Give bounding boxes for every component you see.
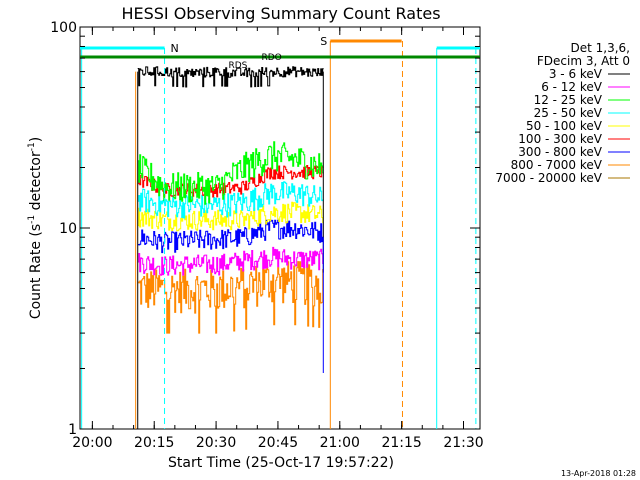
legend-entry-label: 300 - 800 keV (518, 145, 602, 159)
series-line-50-100-kev (137, 201, 324, 232)
night-label: N (171, 42, 179, 55)
y-tick-label: 100 (50, 20, 77, 36)
y-axis-label-mid: detector (28, 151, 44, 215)
series-layer (137, 66, 324, 429)
legend-entry-label: 100 - 300 keV (518, 132, 602, 146)
x-tick-label: 20:30 (196, 435, 236, 451)
x-tick-label: 21:15 (381, 435, 421, 451)
series-line-25-50-kev (137, 181, 324, 219)
y-axis-label-sup1: -1 (27, 215, 37, 224)
legend-entry-label: 7000 - 20000 keV (495, 171, 602, 185)
rds-label: RDS (228, 61, 247, 71)
x-tick-label: 20:15 (134, 435, 174, 451)
legend-entry-label: 50 - 100 keV (526, 119, 603, 133)
axis-layer: 20:00 20:15 20:30 20:45 21:00 21:15 21:30 1 10 10… (50, 20, 483, 451)
legend-entry-label: 25 - 50 keV (534, 106, 603, 120)
x-tick-label: 21:30 (443, 435, 483, 451)
series-line-6-12-kev (137, 246, 324, 276)
x-tick-label: 20:00 (72, 435, 112, 451)
legend-entry-label: 800 - 7000 keV (511, 158, 603, 172)
x-axis-label: Start Time (25-Oct-17 19:57:22) (168, 455, 394, 471)
series-line-100-300-kev (137, 165, 324, 198)
legend-entry-label: 12 - 25 keV (534, 93, 603, 107)
legend-header-detectors: Det 1,3,6, (571, 41, 631, 55)
annotation-layer: N S RDO RDS (80, 35, 480, 429)
x-tick-label: 20:45 (258, 435, 298, 451)
y-axis-label: Count Rate (s-1 detector-1) (27, 137, 44, 319)
y-tick-label: 1 (68, 422, 77, 438)
rdo-label: RDO (261, 53, 281, 63)
saa-label: S (320, 35, 327, 48)
y-axis-label-sup2: -1 (27, 142, 37, 151)
series-line-3-6-kev (137, 66, 324, 88)
legend-entry-label: 3 - 6 keV (549, 67, 603, 81)
legend-header-decim: FDecim 3, Att 0 (537, 54, 630, 68)
series-line-800-7000-kev (137, 261, 324, 334)
y-tick-label: 10 (59, 221, 77, 237)
y-axis-label-main: Count Rate (s (28, 224, 44, 319)
footer-timestamp: 13-Apr-2018 01:28 (561, 469, 636, 478)
x-tick-label: 21:00 (320, 435, 360, 451)
series-line-12-25-kev (137, 141, 324, 205)
chart-title: HESSI Observing Summary Count Rates (121, 4, 440, 23)
series-line-300-800-kev (137, 219, 324, 254)
legend-entry-label: 6 - 12 keV (541, 80, 603, 94)
y-axis-label-end: ) (28, 137, 44, 142)
